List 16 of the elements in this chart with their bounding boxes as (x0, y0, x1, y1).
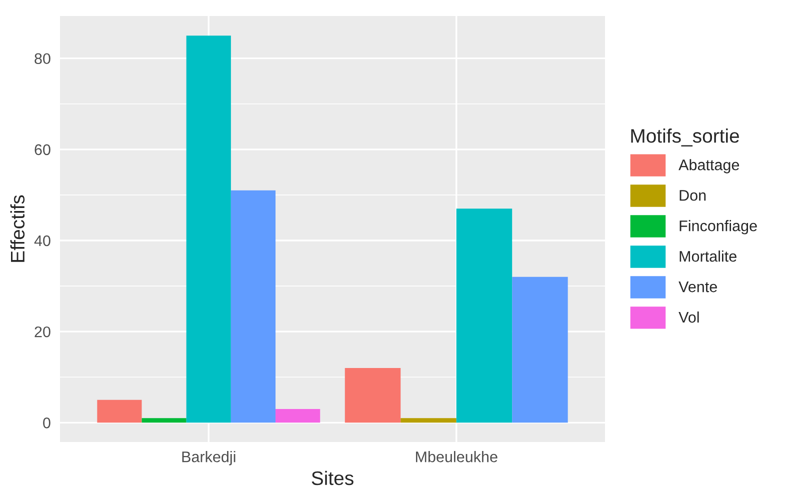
x-tick-label: Mbeuleukhe (416, 451, 498, 462)
y-tick-label: 0 (43, 418, 50, 428)
x-tick-label: Barkedji (182, 451, 236, 466)
legend-label: Mortalite (680, 250, 736, 262)
x-axis-title: Sites (312, 470, 354, 486)
legend-label: Finconfiage (680, 220, 757, 234)
legend-label: Vol (678, 311, 699, 323)
y-tick-label: 20 (34, 326, 50, 338)
legend-label: Don (680, 190, 706, 201)
legend-label: Abattage (678, 159, 740, 174)
y-tick-label: 60 (34, 144, 50, 156)
legend-label: Vente (678, 282, 717, 292)
y-axis-title: Effectifs (10, 195, 25, 262)
y-tick-label: 80 (34, 53, 50, 64)
y-tick-label: 40 (34, 235, 50, 246)
legend-title: Motifs_sortie (631, 128, 740, 146)
